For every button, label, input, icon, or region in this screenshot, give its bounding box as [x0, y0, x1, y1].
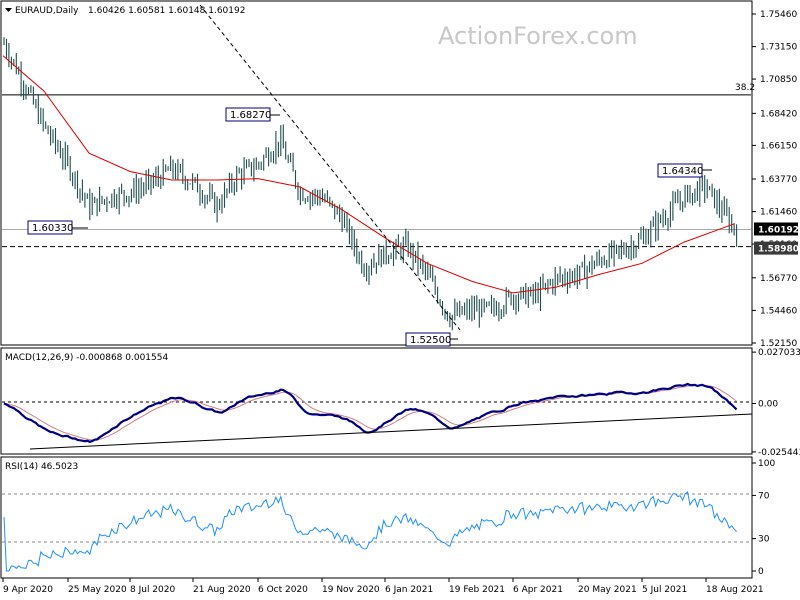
- macd-trend-line: [29, 413, 753, 450]
- macd-title: MACD(12,26,9) -0.000868 0.001554: [5, 353, 168, 363]
- svg-text:1.58980: 1.58980: [758, 245, 799, 255]
- price-axis-ticks: 1.75460 1.73150 1.70850 1.68420 1.66150 1.637…: [752, 10, 797, 349]
- x-tick-label: 8 Jul 2020: [130, 585, 175, 595]
- price-tick-label: 1.70850: [760, 75, 797, 85]
- x-tick-label: 25 May 2020: [68, 585, 127, 595]
- price-panel-frame: [0, 0, 753, 346]
- macd-tick-label: 0.00: [758, 400, 778, 410]
- price-tick-label: 1.66150: [760, 141, 797, 151]
- rsi-line: [3, 491, 737, 572]
- x-tick-label: 5 Jul 2021: [642, 585, 687, 595]
- price-tick-label: 1.75460: [760, 10, 797, 20]
- price-annotation-label: 1.64340: [662, 166, 703, 177]
- downtrend-line: [199, 4, 461, 331]
- price-tick-label: 1.56770: [760, 274, 797, 284]
- x-tick-label: 19 Feb 2021: [449, 585, 505, 595]
- watermark: ActionForex.com: [438, 22, 638, 50]
- rsi-tick-label: 30: [758, 535, 770, 545]
- price-tick-label: 1.73150: [760, 43, 797, 53]
- rsi-tick-label: 70: [758, 491, 770, 501]
- rsi-title: RSI(14) 46.5023: [5, 462, 78, 472]
- rsi-axis-ticks: 100 70 30 0: [752, 459, 775, 577]
- moving-average-line: [2, 55, 735, 294]
- price-tick-label: 1.63770: [760, 175, 797, 185]
- macd-panel-frame: [0, 347, 753, 455]
- current-price-tag: 1.60192: [754, 222, 799, 236]
- price-annotation-label: 1.52500: [410, 335, 451, 346]
- price-annotation-label: 1.68270: [230, 110, 271, 121]
- symbol-title: EURAUD,Daily: [15, 6, 79, 16]
- macd-tick-label: -0.025443: [758, 448, 800, 458]
- price-annotation-label: 1.60330: [32, 223, 73, 234]
- x-tick-label: 21 Aug 2020: [193, 585, 251, 595]
- x-axis-labels: 9 Apr 2020 25 May 2020 8 Jul 2020 21 Aug 20…: [2, 578, 764, 595]
- price-tick-label: 1.68420: [760, 109, 797, 119]
- x-tick-label: 19 Nov 2020: [322, 585, 380, 595]
- rsi-tick-label: 100: [758, 459, 775, 469]
- x-tick-label: 18 Aug 2021: [706, 585, 764, 595]
- macd-axis-ticks: 0.027033 0.00 -0.025443: [752, 348, 800, 458]
- support-price-tag: 1.58980: [754, 241, 799, 255]
- price-tick-label: 1.54460: [760, 306, 797, 316]
- price-tick-label: 1.61460: [760, 208, 797, 218]
- price-bars: [3, 37, 738, 331]
- x-tick-label: 6 Oct 2020: [258, 585, 308, 595]
- rsi-tick-label: 0: [758, 567, 764, 577]
- x-tick-label: 6 Apr 2021: [513, 585, 563, 595]
- rsi-panel-frame: [0, 456, 753, 579]
- macd-signal-line: [3, 384, 737, 441]
- svg-text:1.60192: 1.60192: [758, 225, 799, 235]
- fib-label: 38.2: [735, 83, 755, 93]
- macd-tick-label: 0.027033: [758, 348, 800, 358]
- x-tick-label: 20 May 2021: [578, 585, 637, 595]
- x-tick-label: 9 Apr 2020: [3, 585, 53, 595]
- ohlc-readout: 1.60426 1.60581 1.60148 1.60192: [88, 6, 245, 16]
- triangle-down-icon[interactable]: [5, 8, 12, 12]
- price-tick-label: 1.52150: [760, 339, 797, 349]
- price-annotations: 1.68270 1.60330 1.52500 1.64340: [27, 107, 712, 347]
- x-tick-label: 6 Jan 2021: [385, 585, 433, 595]
